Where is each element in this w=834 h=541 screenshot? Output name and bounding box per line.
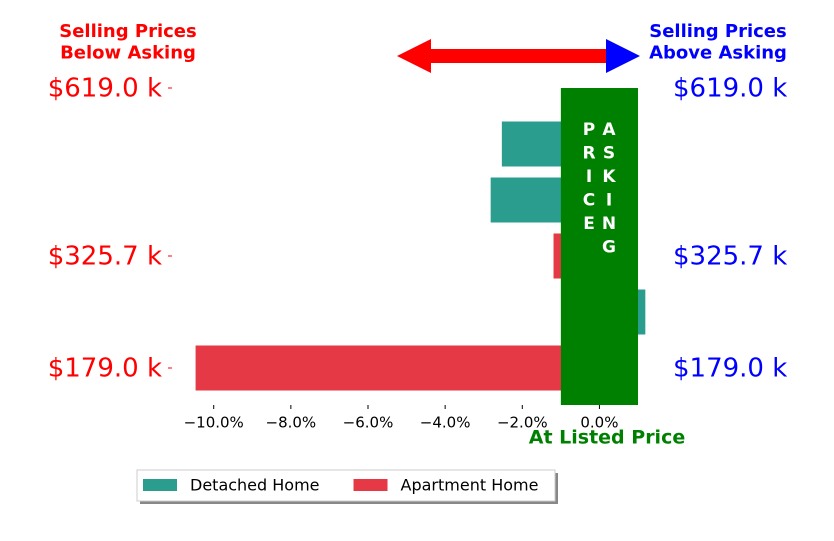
bar [195, 345, 600, 391]
y2-tick-label: $619.0 k [673, 74, 787, 104]
arrow-head [397, 39, 431, 73]
y-tick-label: $325.7 k [48, 242, 162, 272]
x-tick-label: −4.0% [420, 414, 471, 432]
legend-swatch [353, 479, 388, 491]
x-tick-label: 0.0% [580, 414, 618, 432]
above-annotation: Selling Prices Above Asking [649, 21, 787, 64]
x-tick-label: −8.0% [266, 414, 317, 432]
legend [136, 469, 556, 502]
asking-band [560, 88, 638, 405]
listed-annotation: At Listed Price [529, 427, 685, 449]
x-tick-label: −6.0% [343, 414, 394, 432]
asking-annotation: ASKING PRICE [579, 120, 619, 261]
legend-label: Detached Home [190, 476, 320, 495]
legend-swatch [143, 479, 177, 491]
y2-tick-label: $179.0 k [673, 354, 787, 384]
x-tick-label: −10.0% [184, 414, 244, 432]
y2-tick-label: $325.7 k [673, 242, 787, 272]
below-annotation: Selling Prices Below Asking [59, 21, 196, 64]
y-tick-label: $179.0 k [48, 354, 162, 384]
arrow-head [606, 39, 640, 73]
y-tick-label: $619.0 k [48, 74, 162, 104]
x-tick-label: −2.0% [497, 414, 548, 432]
legend-label: Apartment Home [401, 476, 539, 495]
